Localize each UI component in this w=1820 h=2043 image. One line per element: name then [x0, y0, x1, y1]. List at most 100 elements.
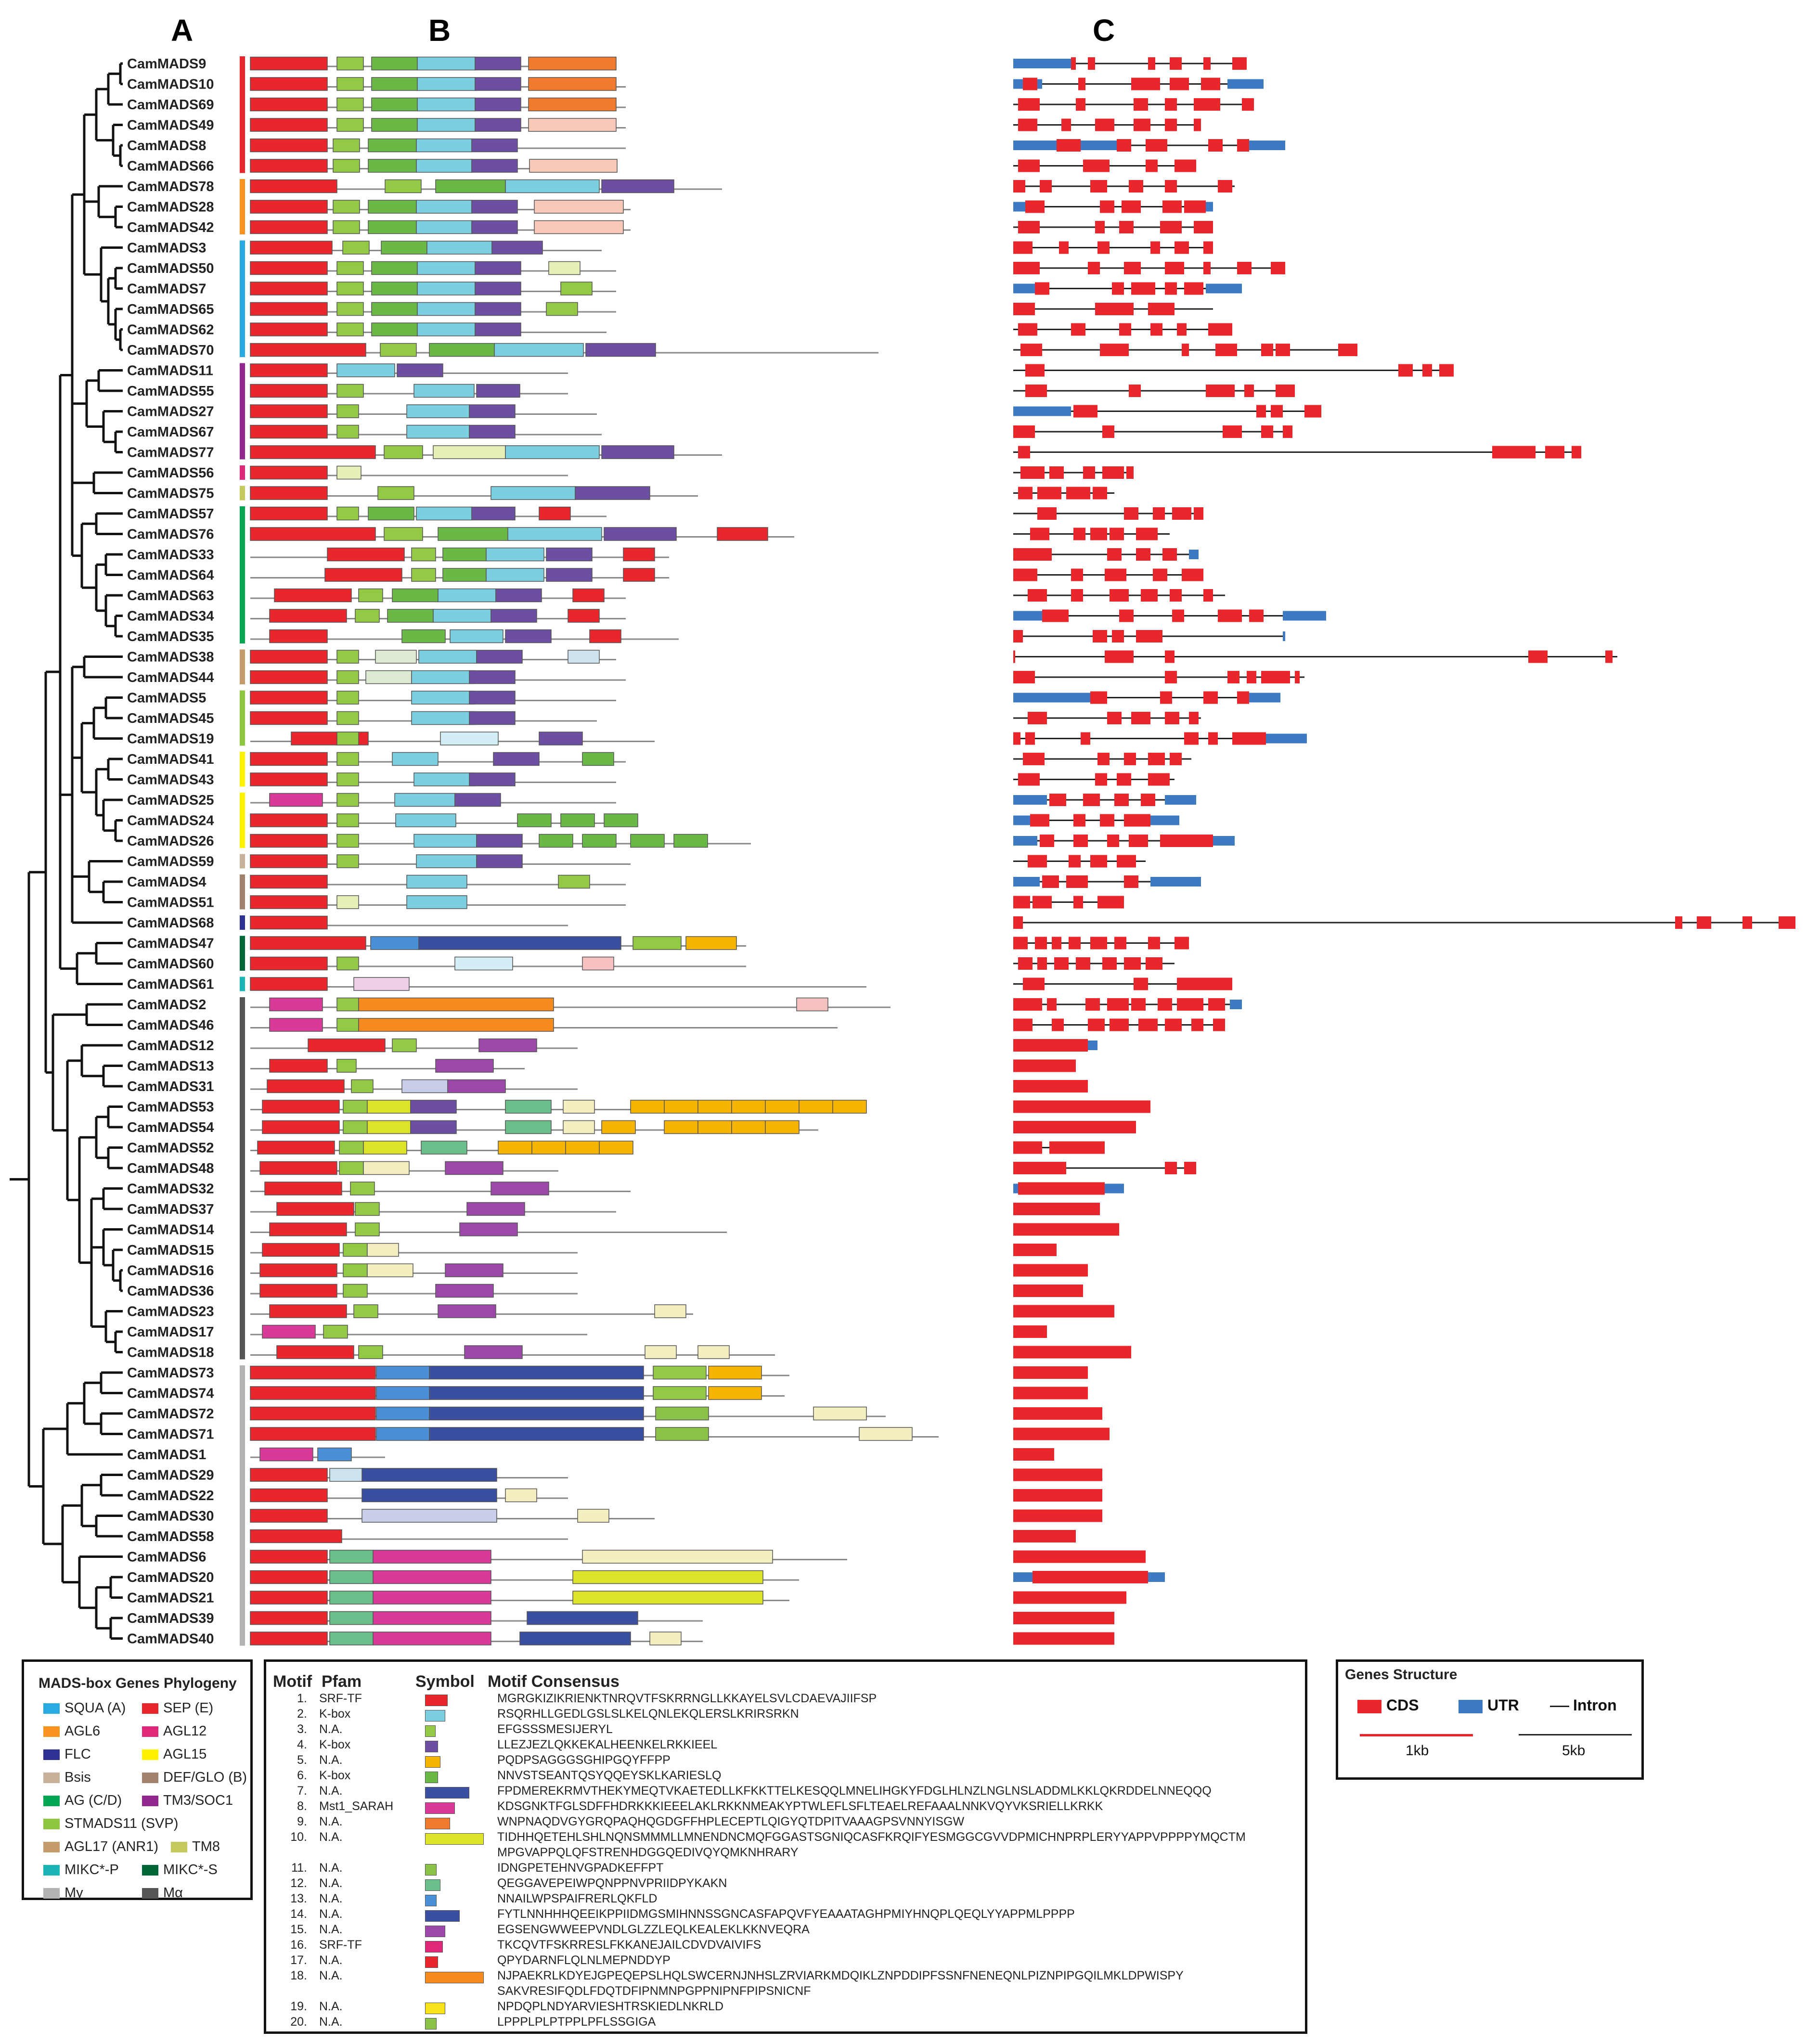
- cds-block: [1110, 896, 1124, 909]
- motif-box: [250, 261, 328, 275]
- motif-number: 10.: [290, 1830, 307, 1844]
- motif-box: [336, 772, 359, 786]
- motif-box: [421, 1141, 467, 1155]
- motif-box: [476, 384, 520, 398]
- motif-box: [250, 138, 328, 153]
- motif-box: [323, 1324, 348, 1339]
- motif-box: [329, 1611, 374, 1625]
- cds-block: [1208, 323, 1232, 336]
- gene-label: CamMADS44: [127, 670, 214, 685]
- cds-block: [1090, 180, 1107, 193]
- cds-block: [1165, 262, 1184, 274]
- motif-legend-row: 17. N.A. QPYDARNFLQLNLMEPNDDYP: [266, 1953, 1301, 1970]
- motif-box: [697, 1345, 730, 1359]
- cds-block: [1047, 998, 1057, 1011]
- motif-box: [250, 1550, 328, 1564]
- motif-box: [490, 609, 537, 623]
- motif-box: [673, 834, 708, 848]
- cds-block: [1013, 1387, 1088, 1400]
- gene-label: CamMADS62: [127, 322, 214, 338]
- motif-box: [336, 854, 359, 868]
- motif-box: [490, 1182, 549, 1195]
- cds-block: [1184, 282, 1203, 295]
- motif-box: [342, 241, 370, 255]
- motif-box: [336, 670, 359, 684]
- clade-bar: [240, 752, 245, 787]
- clade-label: AG (C/D): [65, 1793, 122, 1808]
- motif-box: [697, 1120, 732, 1134]
- motif-box: [267, 1079, 345, 1093]
- motif-box: [371, 118, 418, 132]
- cds-block: [1107, 548, 1122, 561]
- motif-consensus: NNAILWPSPAIFRERLQKFLD: [497, 1892, 658, 1905]
- motif-box: [336, 56, 364, 71]
- motif-box: [250, 691, 328, 705]
- gene-label: CamMADS10: [127, 77, 214, 92]
- cds-block: [1018, 118, 1037, 131]
- cds-block: [1572, 446, 1581, 459]
- motif-box: [582, 834, 617, 848]
- motif-number: 5.: [297, 1753, 307, 1767]
- motif-consensus: EGSENGWWEEPVNDLGLZZLEQLKEALEKLKKNVEQRA: [497, 1923, 810, 1936]
- motif-box: [367, 1100, 411, 1114]
- gene-label: CamMADS14: [127, 1222, 214, 1238]
- intron-key: Intron: [1550, 1696, 1617, 1714]
- intron-key-label: Intron: [1573, 1696, 1617, 1714]
- motif-box: [376, 1427, 430, 1441]
- cds-block: [1057, 139, 1081, 152]
- cds-block: [1172, 609, 1184, 622]
- utr-swatch: [1459, 1699, 1483, 1713]
- motif-box: [469, 691, 516, 705]
- cds-block: [1013, 671, 1035, 683]
- cds-block: [1088, 57, 1095, 70]
- cds-block: [1131, 712, 1150, 724]
- motif-box: [250, 1570, 328, 1584]
- motif-box: [623, 547, 655, 562]
- motif-consensus: MGRGKIZIKRIENKTNRQVTFSKRRNGLLKKAYELSVLCD…: [497, 1692, 877, 1705]
- motif-box: [505, 1120, 552, 1134]
- motif-box: [336, 793, 359, 807]
- cds-block: [1049, 794, 1066, 806]
- cds-block: [1085, 998, 1100, 1011]
- cds-block: [1054, 957, 1069, 970]
- motif-box: [336, 813, 359, 827]
- gene-label: CamMADS57: [127, 506, 214, 522]
- cds-block: [1208, 998, 1225, 1011]
- cds-block: [1271, 262, 1285, 274]
- cds-block: [1213, 1018, 1225, 1031]
- clade-bar: [240, 977, 245, 991]
- motif-box: [336, 752, 359, 766]
- motif-box: [471, 200, 518, 214]
- cds-block: [1124, 957, 1141, 970]
- cds-block: [1119, 323, 1131, 336]
- motif-box: [250, 1427, 376, 1441]
- cds-block: [1114, 794, 1129, 806]
- motif-box: [333, 220, 360, 234]
- motif-box: [601, 1120, 636, 1134]
- motif-box: [454, 956, 513, 971]
- motif-legend-row: 5. N.A. PQDPSAGGGSGHIPGQYFFPP: [266, 1753, 1301, 1770]
- motif-consensus: IDNGPETEHNVGPADKEFFPT: [497, 1861, 664, 1875]
- cds-block: [1194, 507, 1203, 520]
- cds-block: [1148, 753, 1165, 765]
- gene-label: CamMADS4: [127, 874, 206, 890]
- cds-block: [1071, 589, 1083, 602]
- motif-box: [308, 1038, 386, 1053]
- cds-block: [1078, 77, 1085, 90]
- motif-box: [276, 1345, 354, 1359]
- scale-bar-1kb: [1360, 1734, 1473, 1736]
- motif-box: [411, 670, 475, 684]
- motif-box: [250, 322, 328, 336]
- cds-block: [1191, 1018, 1203, 1031]
- gene-label: CamMADS64: [127, 568, 214, 583]
- motif-box: [327, 547, 405, 562]
- cds-swatch: [1357, 1699, 1381, 1713]
- motif-box: [274, 588, 352, 603]
- motif-box: [528, 77, 617, 91]
- motif-box: [336, 650, 359, 664]
- motif-pfam: N.A.: [319, 1753, 343, 1767]
- cds-block: [1030, 527, 1049, 540]
- motif-box: [336, 691, 359, 705]
- cds-block: [1107, 835, 1119, 847]
- motif-box: [250, 241, 333, 255]
